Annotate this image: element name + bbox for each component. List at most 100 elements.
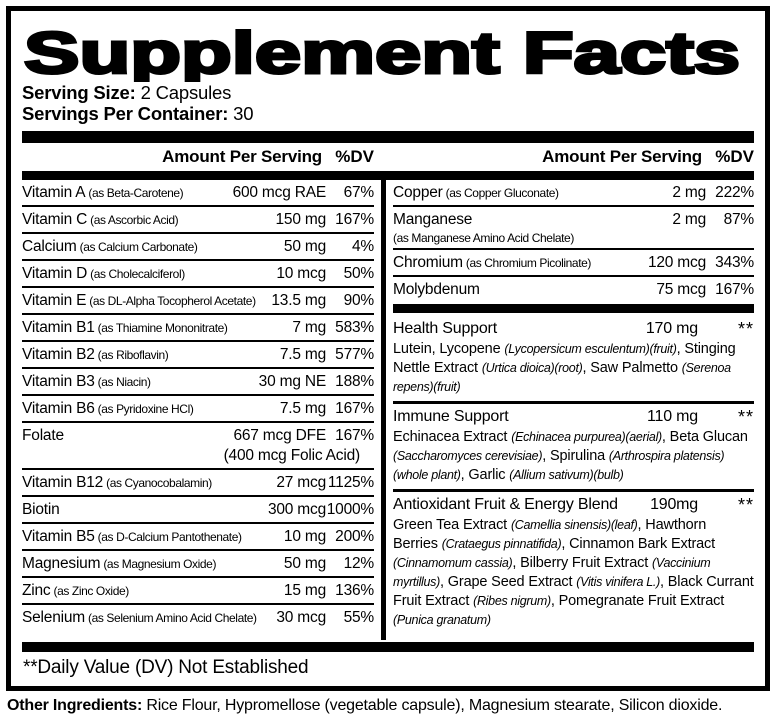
nutrient-amount: 75 mcg	[656, 281, 706, 298]
nutrient-amount: 15 mg	[283, 582, 326, 599]
nutrient-amount: 2 mg	[672, 211, 706, 228]
nutrient-source: (as D-Calcium Pantothenate)	[97, 530, 242, 544]
dv-footnote: **Daily Value (DV) Not Established	[23, 657, 309, 678]
nutrient-amount: 2 mg	[672, 184, 706, 201]
other-ingredients-line: Other Ingredients: Rice Flour, Hypromell…	[7, 696, 769, 715]
nutrient-amount: 30 mg NE	[258, 373, 327, 390]
nutrient-amount-secondary: (400 mcg Folic Acid)	[223, 447, 361, 464]
nutrient-name: Vitamin A	[22, 184, 86, 201]
other-ingredients-label: Other Ingredients:	[7, 697, 143, 714]
row-magnesium: Magnesium (as Magnesium Oxide) 50 mg 12%	[22, 551, 374, 578]
nutrient-dv: 222%	[715, 184, 754, 201]
right-nutrient-column: Copper (as Copper Gluconate) 2 mg 222% Ma…	[393, 180, 754, 640]
supplement-facts-panel: Supplement Facts Serving Size: 2 Capsules…	[6, 6, 770, 691]
servings-per-container-label: Servings Per Container:	[22, 103, 229, 124]
nutrient-dv: 50%	[343, 265, 375, 282]
row-vitamin-b6: Vitamin B6 (as Pyridoxine HCl) 7.5 mg 167…	[22, 396, 374, 423]
nutrient-source: (as Cholecalciferol)	[90, 267, 185, 281]
blend-amount: 170 mg	[645, 320, 698, 337]
row-biotin: Biotin 300 mcg 1000%	[22, 497, 374, 524]
row-vitamin-c: Vitamin C (as Ascorbic Acid) 150 mg 167%	[22, 207, 374, 234]
row-vitamin-a: Vitamin A (as Beta-Carotene) 600 mcg RAE …	[22, 180, 374, 207]
blend-name: Health Support	[393, 320, 497, 337]
row-chromium: Chromium (as Chromium Picolinate) 120 mcg…	[393, 250, 754, 277]
nutrient-amount: 50 mg	[283, 238, 326, 255]
blend-ingredients: Echinacea Extract (Echinacea purpurea)(a…	[393, 429, 748, 483]
blend-dv: **	[737, 495, 754, 515]
blend-amount: 110 mg	[647, 408, 698, 425]
nutrient-source: (as Selenium Amino Acid Chelate)	[88, 611, 257, 625]
row-vitamin-d: Vitamin D (as Cholecalciferol) 10 mcg 50%	[22, 261, 374, 288]
thick-rule-bottom	[22, 642, 754, 652]
nutrient-dv: 167%	[715, 281, 754, 298]
page-title: Supplement Facts	[24, 21, 740, 82]
nutrient-name: Chromium	[393, 254, 463, 271]
nutrient-dv: 343%	[715, 254, 754, 271]
nutrient-source: (as Beta-Carotene)	[88, 186, 184, 200]
nutrient-source: (as Zinc Oxide)	[53, 584, 129, 598]
nutrient-amount: 600 mcg RAE	[232, 184, 327, 201]
blend-antioxidant: Antioxidant Fruit & Energy Blend 190mg *…	[393, 492, 754, 634]
nutrient-name: Vitamin E	[22, 292, 87, 309]
nutrient-dv: 577%	[335, 346, 374, 363]
nutrient-dv: 1125%	[327, 474, 374, 491]
nutrient-name: Manganese	[393, 211, 473, 228]
row-copper: Copper (as Copper Gluconate) 2 mg 222%	[393, 180, 754, 207]
blend-ingredients: Green Tea Extract (Camellia sinensis)(le…	[393, 517, 754, 627]
other-ingredients-text: Rice Flour, Hypromellose (vegetable caps…	[146, 697, 723, 714]
serving-size-line: Serving Size: 2 Capsules	[22, 82, 754, 103]
nutrient-amount: 7.5 mg	[279, 400, 326, 417]
blend-name: Antioxidant Fruit & Energy Blend	[393, 496, 618, 513]
row-folate: Folate 667 mcg DFE 167% (400 mcg Folic A…	[22, 423, 374, 470]
blend-dv: **	[737, 407, 754, 427]
nutrient-amount: 27 mcg	[276, 474, 326, 491]
nutrient-amount: 10 mcg	[276, 265, 326, 282]
blend-dv: **	[737, 319, 754, 339]
nutrient-source: (as Manganese Amino Acid Chelate)	[393, 231, 574, 245]
row-vitamin-e: Vitamin E (as DL-Alpha Tocopherol Acetate…	[22, 288, 374, 315]
column-headers: Amount Per Serving %DV Amount Per Servin…	[22, 143, 754, 171]
row-vitamin-b12: Vitamin B12 (as Cyanocobalamin) 27 mcg 11…	[22, 470, 374, 497]
thick-rule-header	[22, 171, 754, 180]
nutrient-amount: 150 mg	[275, 211, 327, 228]
nutrient-name: Calcium	[22, 238, 77, 255]
blend-health-support: Health Support 170 mg ** Lutein, Lycopen…	[393, 316, 754, 404]
nutrient-dv: 4%	[351, 238, 374, 255]
panel-title: Supplement Facts	[23, 20, 742, 82]
nutrient-amount: 7.5 mg	[279, 346, 326, 363]
nutrient-name: Vitamin D	[22, 265, 88, 282]
header-gap	[374, 147, 393, 167]
nutrient-dv: 167%	[335, 211, 374, 228]
nutrient-name: Vitamin B3	[22, 373, 95, 390]
nutrient-name: Vitamin B1	[22, 319, 95, 336]
nutrient-name: Folate	[22, 427, 64, 444]
nutrient-name: Magnesium	[22, 555, 101, 572]
nutrient-amount: 13.5 mg	[271, 292, 326, 309]
nutrient-name: Vitamin B6	[22, 400, 95, 417]
nutrient-source: (as Chromium Picolinate)	[465, 256, 592, 270]
nutrient-amount: 300 mcg	[267, 501, 326, 518]
nutrient-source: (as Thiamine Mononitrate)	[97, 321, 228, 335]
row-zinc: Zinc (as Zinc Oxide) 15 mg 136%	[22, 578, 374, 605]
nutrient-source: (as Pyridoxine HCl)	[97, 402, 194, 416]
nutrient-dv: 200%	[335, 528, 374, 545]
row-vitamin-b3: Vitamin B3 (as Niacin) 30 mg NE 188%	[22, 369, 374, 396]
servings-per-container-line: Servings Per Container: 30	[22, 103, 754, 124]
row-selenium: Selenium (as Selenium Amino Acid Chelate)…	[22, 605, 374, 630]
nutrient-dv: 87%	[723, 211, 754, 228]
blend-amount: 190mg	[650, 496, 698, 513]
supplement-label-page: Supplement Facts Serving Size: 2 Capsules…	[0, 6, 776, 715]
left-nutrient-column: Vitamin A (as Beta-Carotene) 600 mcg RAE …	[22, 180, 374, 640]
nutrient-dv: 167%	[335, 400, 374, 417]
thick-rule-top	[22, 131, 754, 143]
nutrient-amount: 50 mg	[283, 555, 326, 572]
nutrient-source: (as Calcium Carbonate)	[79, 240, 198, 254]
nutrient-name: Vitamin B5	[22, 528, 95, 545]
serving-size-label: Serving Size:	[22, 82, 136, 103]
left-column-header: Amount Per Serving %DV	[22, 147, 374, 167]
dv-header: %DV	[335, 147, 374, 166]
nutrient-amount: 667 mcg DFE	[233, 427, 326, 444]
nutrient-name: Copper	[393, 184, 443, 201]
serving-size-value: 2 Capsules	[140, 82, 232, 103]
row-vitamin-b1: Vitamin B1 (as Thiamine Mononitrate) 7 mg…	[22, 315, 374, 342]
